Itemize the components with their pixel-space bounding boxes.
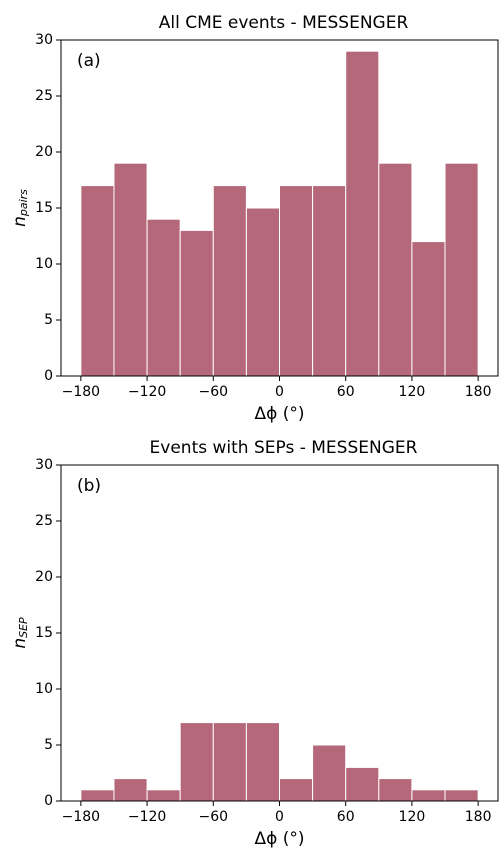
bar <box>146 218 181 377</box>
x-tick-label: −60 <box>199 809 229 825</box>
y-axis-label-sub: SEP <box>17 617 30 638</box>
y-tick-label: 20 <box>35 569 53 585</box>
bar <box>444 162 479 377</box>
x-axis-label: Δϕ (°) <box>254 404 304 424</box>
chart-title: Events with SEPs - MESSENGER <box>150 438 418 458</box>
y-axis-label-base: n <box>10 216 30 227</box>
bar <box>179 722 214 802</box>
x-axis-label: Δϕ (°) <box>254 829 304 849</box>
bar <box>113 778 148 802</box>
chart-title: All CME events - MESSENGER <box>159 13 409 33</box>
bar <box>411 789 446 802</box>
y-tick-label: 5 <box>44 737 53 753</box>
bar <box>378 162 413 377</box>
x-tick-label: 60 <box>337 809 355 825</box>
y-tick-label: 30 <box>35 457 53 473</box>
x-tick-label: −60 <box>199 384 229 400</box>
bar <box>113 162 148 377</box>
bar <box>279 778 314 802</box>
y-axis-label: npairs <box>10 189 30 227</box>
x-tick-label: −120 <box>128 384 166 400</box>
bar <box>146 789 181 802</box>
y-tick-label: 30 <box>35 32 53 48</box>
bar <box>245 722 280 802</box>
x-tick-label: 0 <box>275 384 284 400</box>
x-tick-label: 120 <box>399 384 426 400</box>
y-axis-label-base: n <box>10 638 30 649</box>
y-tick-label: 5 <box>44 312 53 328</box>
bar <box>378 778 413 802</box>
bar <box>80 185 115 377</box>
x-tick-label: 0 <box>275 809 284 825</box>
x-tick-label: 180 <box>465 384 492 400</box>
x-tick-label: −120 <box>128 809 166 825</box>
annotation: (a) <box>77 51 101 71</box>
y-tick-label: 25 <box>35 513 53 529</box>
bar <box>444 789 479 802</box>
bar <box>212 185 247 377</box>
bar <box>245 207 280 377</box>
x-tick-label: −180 <box>62 809 100 825</box>
bar <box>179 229 214 377</box>
y-axis-label-sub: pairs <box>17 189 30 217</box>
bar <box>80 789 115 802</box>
y-tick-label: 0 <box>44 368 53 384</box>
y-tick-label: 15 <box>35 200 53 216</box>
bar <box>345 50 380 377</box>
y-tick-label: 15 <box>35 625 53 641</box>
bar <box>312 185 347 377</box>
y-tick-label: 10 <box>35 681 53 697</box>
bar <box>312 744 347 802</box>
y-tick-label: 10 <box>35 256 53 272</box>
bar <box>345 766 380 802</box>
annotation: (b) <box>77 476 101 496</box>
x-tick-label: 120 <box>399 809 426 825</box>
y-axis-label: nSEP <box>10 617 30 649</box>
x-tick-label: 60 <box>337 384 355 400</box>
x-tick-label: −180 <box>62 384 100 400</box>
x-tick-label: 180 <box>465 809 492 825</box>
bar <box>212 722 247 802</box>
bar <box>411 241 446 377</box>
y-tick-label: 20 <box>35 144 53 160</box>
y-tick-label: 0 <box>44 793 53 809</box>
bar <box>279 185 314 377</box>
y-tick-label: 25 <box>35 88 53 104</box>
